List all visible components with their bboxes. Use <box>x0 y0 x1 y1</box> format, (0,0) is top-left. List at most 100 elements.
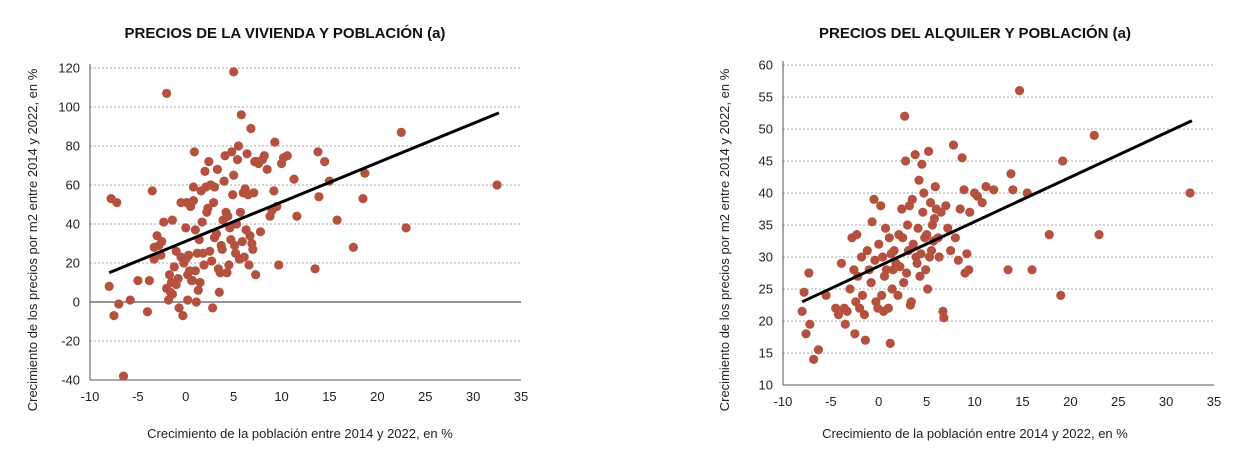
data-point <box>174 303 184 313</box>
data-point <box>292 211 302 221</box>
data-point <box>159 217 169 227</box>
data-point <box>211 229 222 239</box>
data-point <box>917 159 927 169</box>
data-point <box>197 217 207 227</box>
data-point <box>289 174 299 184</box>
data-point <box>229 67 239 77</box>
data-point <box>797 306 807 316</box>
data-point <box>881 265 892 275</box>
data-point <box>259 151 269 161</box>
data-point <box>936 207 946 217</box>
data-point <box>401 223 411 233</box>
data-point <box>1006 169 1016 179</box>
x-tick-label: 20 <box>370 389 384 404</box>
data-point <box>239 252 249 262</box>
x-tick-label: 35 <box>1207 394 1221 409</box>
data-point <box>237 236 247 247</box>
y-tick-label: 100 <box>58 100 80 115</box>
data-point <box>199 260 209 270</box>
data-point <box>953 255 963 265</box>
data-point <box>845 284 855 294</box>
data-point <box>251 270 261 280</box>
data-point <box>313 147 323 157</box>
data-point <box>360 168 370 178</box>
data-point <box>209 182 220 192</box>
data-point <box>955 204 965 214</box>
data-point <box>804 268 814 278</box>
x-tick-label: 10 <box>967 394 981 409</box>
data-point <box>981 182 991 192</box>
data-point <box>1089 130 1099 140</box>
y-tick-label: 120 <box>58 61 80 76</box>
data-point <box>242 149 252 159</box>
data-point <box>227 147 237 157</box>
data-point <box>923 146 934 156</box>
data-point <box>946 246 956 256</box>
x-tick-label: 35 <box>514 389 528 404</box>
data-point <box>901 268 912 278</box>
data-point <box>164 270 175 280</box>
data-point <box>910 150 920 160</box>
x-tick-label: 25 <box>1111 394 1125 409</box>
data-point <box>893 290 903 300</box>
data-point <box>142 307 153 317</box>
data-point <box>906 297 916 307</box>
data-point <box>885 338 895 348</box>
data-point <box>217 244 227 254</box>
data-point <box>169 262 179 272</box>
data-point <box>222 268 232 278</box>
y-tick-label: 40 <box>66 217 80 232</box>
y-tick-label: 60 <box>759 58 773 73</box>
data-point <box>878 252 888 262</box>
data-point <box>874 239 884 249</box>
data-point <box>396 127 406 137</box>
data-point <box>1014 86 1025 96</box>
data-point <box>245 231 255 241</box>
data-point <box>215 268 225 278</box>
x-tick-label: 10 <box>274 389 288 404</box>
data-point <box>959 185 969 195</box>
x-tick-label: 20 <box>1063 394 1077 409</box>
data-point <box>989 185 999 195</box>
data-point <box>205 246 215 256</box>
data-point <box>249 188 259 198</box>
data-point <box>897 204 907 214</box>
data-point <box>860 335 870 345</box>
data-point <box>244 260 254 270</box>
data-point <box>1003 265 1013 275</box>
data-point <box>232 155 243 165</box>
data-point <box>255 227 266 237</box>
data-point <box>926 246 937 256</box>
data-point <box>173 274 183 284</box>
data-point <box>223 211 233 221</box>
data-point <box>805 319 815 329</box>
data-point <box>877 290 887 300</box>
data-point <box>190 266 200 276</box>
data-point <box>133 275 143 286</box>
x-tick-label: -10 <box>774 394 793 409</box>
trend-line <box>108 111 500 275</box>
y-tick-label: 25 <box>759 282 773 297</box>
data-point <box>200 166 210 176</box>
data-point <box>204 157 214 167</box>
y-tick-label: 15 <box>759 346 773 361</box>
data-point <box>880 223 891 233</box>
data-point <box>208 197 219 208</box>
data-point <box>907 194 917 204</box>
data-point <box>801 329 811 339</box>
data-point <box>1094 230 1104 240</box>
data-point <box>918 207 928 217</box>
data-point <box>274 260 284 270</box>
data-point <box>246 123 256 134</box>
data-point <box>900 111 910 121</box>
y-tick-label: 35 <box>759 218 773 233</box>
data-point <box>856 252 867 262</box>
data-point <box>157 236 167 247</box>
y-tick-label: 40 <box>759 186 773 201</box>
data-point <box>859 310 870 320</box>
data-point <box>219 176 229 186</box>
data-point <box>1056 290 1066 300</box>
data-point <box>950 233 961 243</box>
data-point <box>187 275 198 286</box>
data-point <box>332 215 342 225</box>
